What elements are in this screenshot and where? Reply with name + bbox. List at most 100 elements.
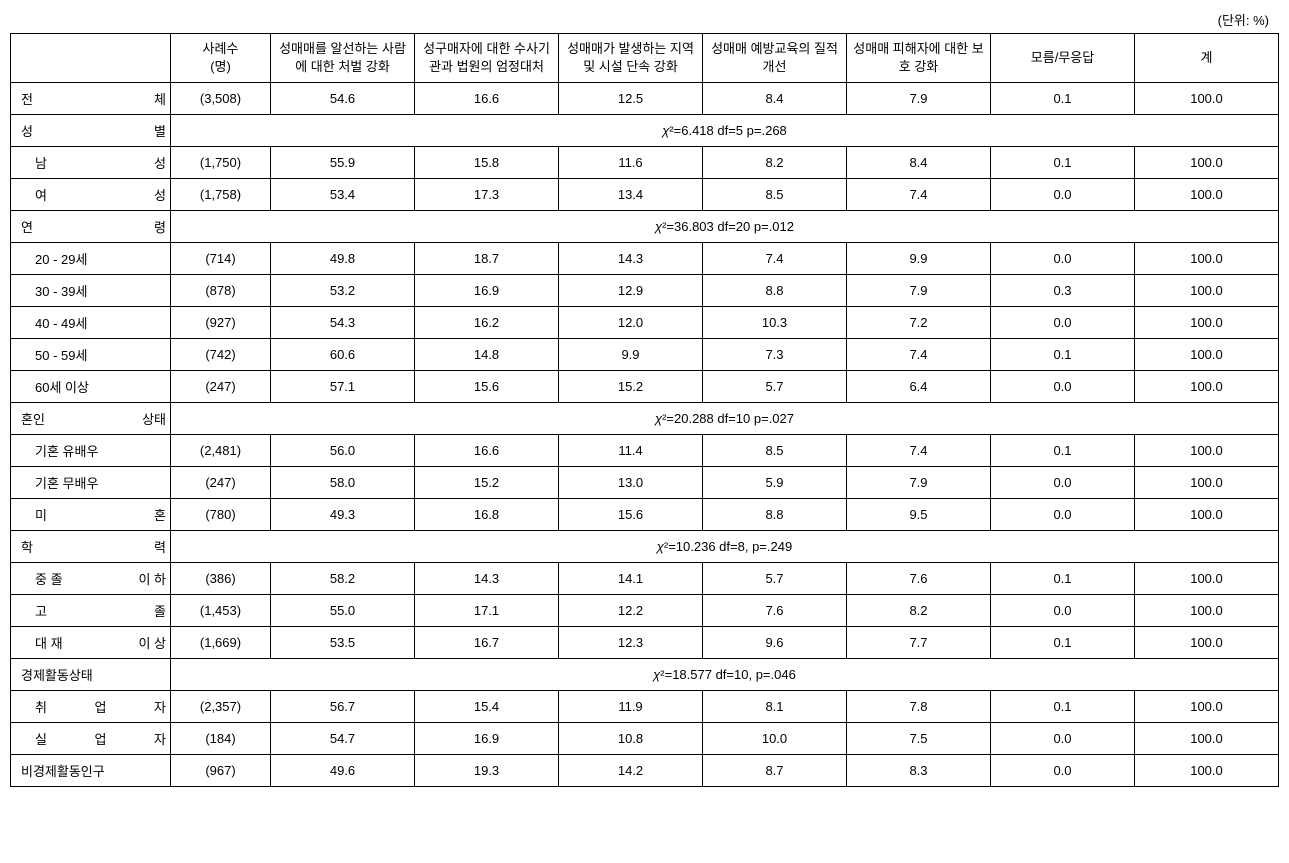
value-cell: 11.9	[559, 691, 703, 723]
value-cell: 58.2	[271, 563, 415, 595]
value-cell: 100.0	[1135, 83, 1279, 115]
value-cell: 100.0	[1135, 307, 1279, 339]
value-cell: 0.1	[991, 83, 1135, 115]
value-cell: 12.5	[559, 83, 703, 115]
header-row: 사례수 (명) 성매매를 알선하는 사람에 대한 처벌 강화 성구매자에 대한 …	[11, 34, 1279, 83]
value-cell: 7.9	[847, 467, 991, 499]
data-table: 사례수 (명) 성매매를 알선하는 사람에 대한 처벌 강화 성구매자에 대한 …	[10, 33, 1279, 787]
value-cell: 15.2	[559, 371, 703, 403]
table-row: 60세 이상(247)57.115.615.25.76.40.0100.0	[11, 371, 1279, 403]
header-col7: 계	[1135, 34, 1279, 83]
count-cell: (967)	[171, 755, 271, 787]
value-cell: 100.0	[1135, 691, 1279, 723]
value-cell: 8.2	[847, 595, 991, 627]
value-cell: 8.2	[703, 147, 847, 179]
value-cell: 100.0	[1135, 595, 1279, 627]
table-row: 중 졸이 하(386)58.214.314.15.77.60.1100.0	[11, 563, 1279, 595]
value-cell: 58.0	[271, 467, 415, 499]
value-cell: 10.0	[703, 723, 847, 755]
value-cell: 12.9	[559, 275, 703, 307]
count-cell: (714)	[171, 243, 271, 275]
count-cell: (184)	[171, 723, 271, 755]
table-row: 고졸(1,453)55.017.112.27.68.20.0100.0	[11, 595, 1279, 627]
row-label: 취업자	[11, 691, 171, 723]
value-cell: 12.0	[559, 307, 703, 339]
row-label: 고졸	[11, 595, 171, 627]
value-cell: 55.9	[271, 147, 415, 179]
value-cell: 53.2	[271, 275, 415, 307]
value-cell: 14.8	[415, 339, 559, 371]
value-cell: 0.1	[991, 691, 1135, 723]
value-cell: 7.4	[847, 435, 991, 467]
value-cell: 0.0	[991, 307, 1135, 339]
value-cell: 14.3	[415, 563, 559, 595]
value-cell: 7.9	[847, 275, 991, 307]
value-cell: 7.4	[847, 179, 991, 211]
table-row: 20 - 29세(714)49.818.714.37.49.90.0100.0	[11, 243, 1279, 275]
table-row: 30 - 39세(878)53.216.912.98.87.90.3100.0	[11, 275, 1279, 307]
value-cell: 17.1	[415, 595, 559, 627]
row-label: 기혼 무배우	[11, 467, 171, 499]
value-cell: 7.8	[847, 691, 991, 723]
value-cell: 14.3	[559, 243, 703, 275]
value-cell: 53.5	[271, 627, 415, 659]
row-label: 기혼 유배우	[11, 435, 171, 467]
value-cell: 17.3	[415, 179, 559, 211]
row-label: 미혼	[11, 499, 171, 531]
value-cell: 12.3	[559, 627, 703, 659]
header-col1: 성매매를 알선하는 사람에 대한 처벌 강화	[271, 34, 415, 83]
value-cell: 100.0	[1135, 755, 1279, 787]
value-cell: 60.6	[271, 339, 415, 371]
count-cell: (3,508)	[171, 83, 271, 115]
value-cell: 7.9	[847, 83, 991, 115]
value-cell: 56.7	[271, 691, 415, 723]
table-row: 비경제활동인구(967)49.619.314.28.78.30.0100.0	[11, 755, 1279, 787]
value-cell: 16.9	[415, 275, 559, 307]
value-cell: 100.0	[1135, 371, 1279, 403]
value-cell: 5.7	[703, 563, 847, 595]
value-cell: 11.6	[559, 147, 703, 179]
value-cell: 7.6	[703, 595, 847, 627]
value-cell: 16.8	[415, 499, 559, 531]
value-cell: 5.9	[703, 467, 847, 499]
value-cell: 7.4	[847, 339, 991, 371]
group-label: 성별	[11, 115, 171, 147]
stat-cell: χ²=18.577 df=10, p=.046	[171, 659, 1279, 691]
row-label: 비경제활동인구	[11, 755, 171, 787]
group-label: 경제활동상태	[11, 659, 171, 691]
group-header-row: 경제활동상태χ²=18.577 df=10, p=.046	[11, 659, 1279, 691]
value-cell: 54.7	[271, 723, 415, 755]
value-cell: 100.0	[1135, 179, 1279, 211]
value-cell: 54.3	[271, 307, 415, 339]
row-label: 50 - 59세	[11, 339, 171, 371]
value-cell: 100.0	[1135, 627, 1279, 659]
group-label: 혼인상태	[11, 403, 171, 435]
value-cell: 0.0	[991, 371, 1135, 403]
value-cell: 7.4	[703, 243, 847, 275]
value-cell: 0.0	[991, 723, 1135, 755]
value-cell: 8.7	[703, 755, 847, 787]
count-cell: (386)	[171, 563, 271, 595]
table-row: 기혼 유배우(2,481)56.016.611.48.57.40.1100.0	[11, 435, 1279, 467]
count-cell: (2,481)	[171, 435, 271, 467]
count-cell: (742)	[171, 339, 271, 371]
row-label: 대 재이 상	[11, 627, 171, 659]
value-cell: 7.7	[847, 627, 991, 659]
value-cell: 49.8	[271, 243, 415, 275]
value-cell: 14.2	[559, 755, 703, 787]
value-cell: 8.3	[847, 755, 991, 787]
value-cell: 6.4	[847, 371, 991, 403]
value-cell: 15.6	[415, 371, 559, 403]
header-count: 사례수 (명)	[171, 34, 271, 83]
value-cell: 7.6	[847, 563, 991, 595]
value-cell: 100.0	[1135, 339, 1279, 371]
value-cell: 8.4	[703, 83, 847, 115]
value-cell: 100.0	[1135, 467, 1279, 499]
value-cell: 15.8	[415, 147, 559, 179]
value-cell: 100.0	[1135, 723, 1279, 755]
value-cell: 18.7	[415, 243, 559, 275]
group-label: 연령	[11, 211, 171, 243]
header-col3: 성매매가 발생하는 지역 및 시설 단속 강화	[559, 34, 703, 83]
row-label: 전체	[11, 83, 171, 115]
value-cell: 8.1	[703, 691, 847, 723]
